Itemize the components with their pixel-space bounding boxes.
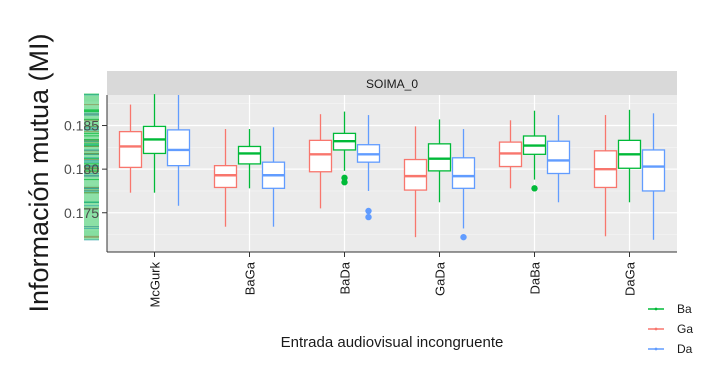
box-baga-ba: [237, 129, 262, 189]
box-iqr: [427, 143, 452, 172]
outlier-point: [365, 207, 372, 215]
y-tick-label: 0.180: [64, 161, 99, 177]
box-iqr: [308, 139, 333, 173]
x-tick-label: DaBa: [528, 261, 543, 294]
y-tick-label: 0.175: [64, 205, 99, 221]
box-baga-ga: [213, 129, 238, 227]
x-tick-label: DaGa: [623, 261, 638, 296]
y-axis-ticks: 0.175 0.180 0.185: [64, 118, 107, 221]
box-iqr: [166, 129, 191, 167]
box-gada-ga: [403, 126, 428, 238]
x-axis-ticks: McGurk BaGa BaDa GaDa DaBa DaGa: [148, 252, 638, 308]
rug-marks: [84, 93, 99, 241]
box-mcgurk-ga: [118, 104, 143, 193]
box-daga-ga: [593, 115, 618, 237]
box-iqr: [118, 130, 143, 169]
box-daga-ba: [617, 109, 642, 203]
outlier-point: [341, 179, 348, 186]
x-tick-label: McGurk: [148, 262, 163, 308]
box-baga-da: [261, 127, 286, 227]
box-mcgurk-da: [166, 95, 191, 206]
box-bada-ga: [308, 114, 333, 209]
box-daba-da: [546, 115, 571, 203]
box-iqr: [237, 145, 262, 165]
facet-strip: [107, 71, 677, 95]
legend-label-ba: Ba: [677, 302, 692, 316]
box-layer: [118, 94, 666, 241]
box-iqr: [451, 157, 476, 189]
x-axis-title: Entrada audiovisual incongruente: [281, 334, 504, 351]
legend-label-da: Da: [677, 342, 693, 356]
y-tick-label: 0.185: [64, 118, 99, 134]
legend-key-dot: [654, 327, 658, 331]
box-bada-da: [356, 115, 381, 221]
outlier-point: [365, 213, 372, 221]
box-daga-da: [641, 113, 666, 240]
facet-strip-label: SOIMA_0: [366, 77, 418, 91]
box-daba-ga: [498, 120, 523, 189]
x-tick-label: BaDa: [338, 261, 353, 294]
legend-key-dot: [654, 347, 658, 351]
outlier-point: [531, 185, 538, 192]
box-iqr: [546, 140, 571, 175]
legend: Ba Ga Da: [648, 302, 693, 356]
plot-panel: [107, 95, 677, 252]
box-bada-ba: [332, 111, 357, 186]
box-mcgurk-ba: [142, 94, 167, 193]
box-iqr: [403, 158, 428, 191]
y-axis-title: Información mutua (MI): [24, 33, 54, 312]
x-tick-label: GaDa: [433, 261, 448, 296]
box-iqr: [213, 164, 238, 189]
x-tick-label: BaGa: [243, 261, 258, 295]
box-gada-da: [451, 129, 476, 241]
legend-key-dot: [654, 307, 658, 311]
box-iqr: [641, 149, 666, 192]
legend-label-ga: Ga: [677, 322, 693, 336]
outlier-point: [460, 233, 467, 241]
box-daba-ba: [522, 110, 547, 192]
box-gada-ba: [427, 119, 452, 203]
